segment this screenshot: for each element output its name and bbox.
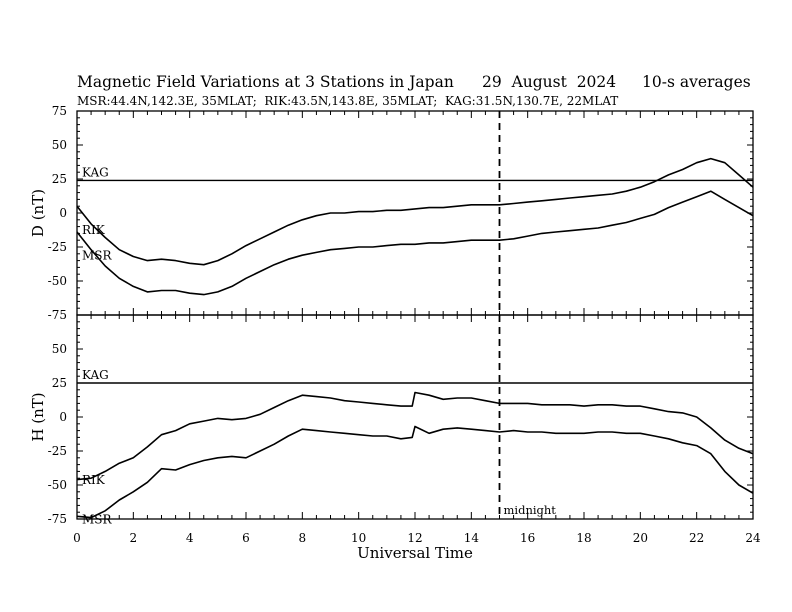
x-tick-label: 18: [576, 531, 591, 545]
series-line-msr: [76, 425, 754, 519]
series-label-rik: RIK: [82, 473, 106, 487]
x-tick-label: 0: [73, 531, 81, 545]
y-axis-label: D (nT): [29, 189, 47, 237]
panel-frame-d: [76, 110, 754, 316]
x-tick-label: 12: [407, 531, 422, 545]
y-tick-label: -75: [48, 308, 67, 322]
x-axis-label: Universal Time: [357, 544, 473, 562]
y-tick-label: 0: [59, 206, 67, 220]
series-label-msr: MSR: [82, 249, 113, 263]
series-label-rik: RIK: [82, 223, 106, 237]
chart-title: Magnetic Field Variations at 3 Stations …: [77, 73, 454, 91]
station-list: MSR:44.4N,142.3E, 35MLAT; RIK:43.5N,143.…: [77, 94, 619, 108]
y-tick-label: -50: [48, 274, 67, 288]
x-tick-label: 14: [464, 531, 480, 545]
series-line-rik: [76, 391, 754, 481]
y-axis-label: H (nT): [29, 392, 47, 441]
series-label-kag: KAG: [82, 165, 109, 179]
x-tick-label: 22: [689, 531, 704, 545]
x-tick-label: 16: [520, 531, 535, 545]
x-tick-label: 4: [186, 531, 194, 545]
y-tick-label: 75: [52, 104, 67, 118]
series-label-kag: KAG: [82, 368, 109, 382]
y-tick-label: -75: [48, 512, 67, 526]
y-tick-label: -25: [48, 444, 67, 458]
x-tick-label: 2: [130, 531, 138, 545]
y-tick-label: 50: [52, 138, 67, 152]
averaging-label: 10-s averages: [642, 73, 751, 91]
y-tick-label: 25: [52, 376, 67, 390]
x-tick-label: 24: [745, 531, 761, 545]
midnight-label: midnight: [504, 503, 557, 517]
series-line-msr: [76, 190, 754, 296]
chart-date: 29 August 2024: [482, 73, 617, 91]
y-tick-label: -25: [48, 240, 67, 254]
series-label-msr: MSR: [82, 513, 113, 527]
y-tick-label: 25: [52, 172, 67, 186]
x-tick-label: 10: [351, 531, 366, 545]
x-tick-label: 8: [299, 531, 307, 545]
y-tick-label: -50: [48, 478, 67, 492]
panel-frame-h: [76, 314, 754, 520]
y-tick-label: 50: [52, 342, 67, 356]
x-tick-label: 20: [633, 531, 648, 545]
x-tick-label: 6: [242, 531, 250, 545]
series-line-rik: [76, 157, 754, 266]
y-tick-label: 0: [59, 410, 67, 424]
